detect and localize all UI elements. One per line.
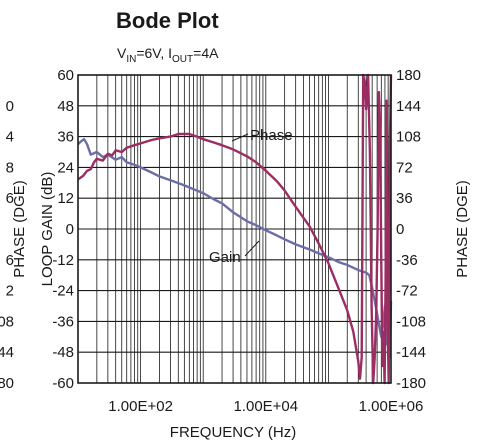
y-left-tick-label: 36 <box>57 129 74 146</box>
y-left-tick-label: 60 <box>57 67 74 84</box>
y-left-tick-label: -60 <box>52 375 74 392</box>
phase-leader-line <box>232 134 248 141</box>
y-right-tick-label: 72 <box>396 159 413 176</box>
x-axis-label: FREQUENCY (Hz) <box>170 424 296 441</box>
y-right-tick-label: 36 <box>396 190 413 207</box>
chart-subtitle: VIN=6V, IOUT=4A <box>117 45 219 65</box>
x-tick-label: 1.00E+06 <box>359 398 424 415</box>
y-left-tick-label: 12 <box>57 190 74 207</box>
grid <box>78 75 391 383</box>
ghost-tick-label: 2 <box>6 283 14 300</box>
y-axis-label-right: PHASE (DGE) <box>454 180 471 278</box>
y-axis-label-left-ghost: PHASE (DGE) <box>11 180 28 278</box>
ghost-tick-label: 0 <box>6 98 14 115</box>
y-left-tick-label: -48 <box>52 344 74 361</box>
y-left-tick-label: -36 <box>52 313 74 330</box>
ghost-tick-label: 8 <box>6 159 14 176</box>
ghost-tick-label: 80 <box>0 375 14 392</box>
y-right-tick-label: 180 <box>396 67 421 84</box>
y-left-tick-label: 0 <box>66 221 74 238</box>
y-right-tick-label: -36 <box>396 252 418 269</box>
y-axis-label-left: LOOP GAIN (dB) <box>39 172 56 287</box>
chart-title: Bode Plot <box>116 8 219 33</box>
y-right-tick-label: -72 <box>396 283 418 300</box>
y-right-tick-label: 0 <box>396 221 404 238</box>
ghost-tick-label: 44 <box>0 344 14 361</box>
gain-annotation: Gain <box>209 249 241 266</box>
y-right-tick-label: 144 <box>396 98 421 115</box>
y-right-tick-label: -144 <box>396 344 426 361</box>
ghost-tick-label: 4 <box>6 129 14 146</box>
ghost-tick-label: 08 <box>0 313 14 330</box>
y-left-tick-label: 48 <box>57 98 74 115</box>
x-tick-label: 1.00E+04 <box>233 398 298 415</box>
phase-annotation: Phase <box>250 127 293 144</box>
y-right-tick-label: 108 <box>396 129 421 146</box>
y-right-tick-label: -180 <box>396 375 426 392</box>
y-right-tick-label: -108 <box>396 313 426 330</box>
y-left-tick-label: 24 <box>57 159 74 176</box>
x-tick-label: 1.00E+02 <box>108 398 173 415</box>
